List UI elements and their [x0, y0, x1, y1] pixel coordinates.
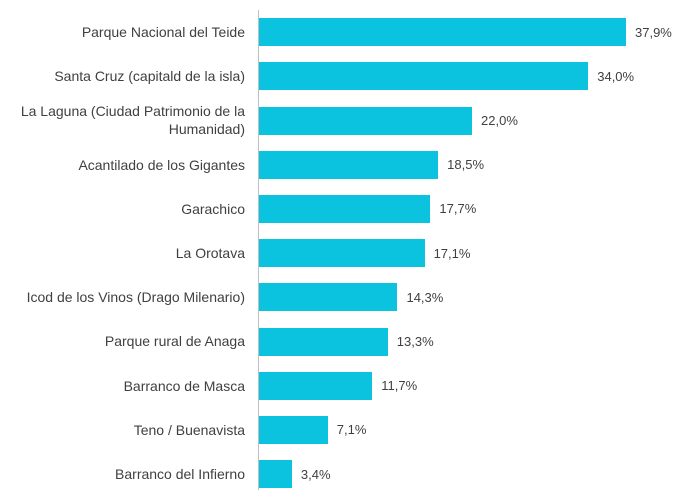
- value-label: 7,1%: [336, 422, 367, 438]
- category-label: Barranco del Infierno: [115, 466, 245, 483]
- bar: [259, 18, 626, 47]
- bar: [259, 371, 373, 400]
- bar: [259, 62, 589, 91]
- value-label: 14,3%: [406, 289, 444, 305]
- category-axis: [258, 10, 259, 490]
- bar: [259, 106, 473, 135]
- bar: [259, 239, 425, 268]
- category-label: Icod de los Vinos (Drago Milenario): [26, 289, 245, 306]
- bar: [259, 150, 439, 179]
- value-label: 22,0%: [481, 113, 518, 128]
- bar: [259, 415, 328, 444]
- bar: [259, 460, 292, 489]
- value-label: 13,3%: [396, 334, 434, 349]
- category-label: Acantilado de los Gigantes: [78, 156, 245, 173]
- bar: [259, 327, 388, 356]
- category-label: Santa Cruz (capitald de la isla): [54, 68, 245, 85]
- category-label: Teno / Buenavista: [133, 421, 245, 438]
- bar: [259, 194, 431, 223]
- category-label: Garachico: [181, 200, 245, 217]
- value-label: 17,1%: [433, 245, 471, 261]
- category-label: La Laguna (Ciudad Patrimonio de la Human…: [20, 103, 245, 138]
- category-label: Parque rural de Anaga: [104, 333, 245, 350]
- category-label: Barranco de Masca: [123, 377, 245, 394]
- value-label: 17,7%: [439, 201, 477, 217]
- category-label: Parque Nacional del Teide: [81, 24, 245, 41]
- value-label: 37,9%: [635, 24, 672, 40]
- bar: [259, 283, 398, 312]
- value-label: 34,0%: [597, 68, 635, 84]
- value-label: 18,5%: [447, 157, 485, 173]
- category-label: La Orotava: [175, 245, 245, 262]
- value-label: 3,4%: [300, 466, 331, 482]
- value-label: 11,7%: [381, 378, 418, 394]
